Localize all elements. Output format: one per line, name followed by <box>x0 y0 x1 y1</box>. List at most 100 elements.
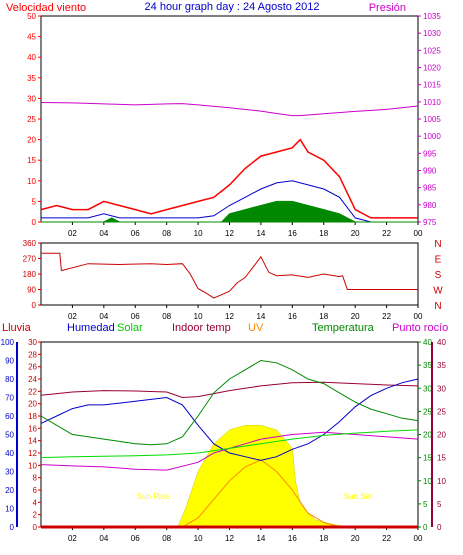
left-tick-label: 270 <box>23 255 37 264</box>
right-tick-label: 980 <box>423 201 437 210</box>
rain-tick-label: 12 <box>28 449 37 458</box>
x-tick-label: 08 <box>162 312 171 321</box>
humidity-tick-label: 80 <box>5 375 14 384</box>
x-tick-label: 00 <box>414 229 423 238</box>
x-tick-label: 12 <box>225 534 234 543</box>
compass-label: N <box>434 239 441 250</box>
series-gust <box>40 138 418 219</box>
humidity-tick-label: 100 <box>1 338 15 347</box>
right-tick-label: 1025 <box>423 46 441 55</box>
humidity-tick-label: 20 <box>5 486 14 495</box>
left-tick-label: 0 <box>32 218 37 227</box>
x-tick-label: 02 <box>68 229 77 238</box>
right-tick-label: 1030 <box>423 29 441 38</box>
temp-tick-label: 10 <box>423 477 432 486</box>
pressure-right-ticks: 975 980 985 990 995 1000 1005 1010 1015 1020 1025 1… <box>418 12 441 227</box>
x-tick-label: 20 <box>351 534 360 543</box>
secondary-tick-label: 0 <box>437 523 442 532</box>
left-tick-label: 40 <box>27 53 36 62</box>
secondary-tick-label: 25 <box>437 407 446 416</box>
x-tick-label: 18 <box>319 229 328 238</box>
humidity-tick-label: 70 <box>5 394 14 403</box>
left-tick-label: 360 <box>23 239 37 248</box>
rain-tick-label: 28 <box>28 350 37 359</box>
x-tick-label: 10 <box>194 312 203 321</box>
x-tick-label: 10 <box>194 229 203 238</box>
chart-title: 24 hour graph day : 24 Agosto 2012 <box>145 1 320 13</box>
x-tick-label: 02 <box>68 534 77 543</box>
right-tick-label: 985 <box>423 184 437 193</box>
humidity-tick-label: 90 <box>5 357 14 366</box>
temp-tick-label: 25 <box>423 407 432 416</box>
secondary-tick-label: 30 <box>437 384 446 393</box>
x-tick-label: 22 <box>382 229 391 238</box>
series-temperature <box>40 359 419 446</box>
x-tick-label: 12 <box>225 229 234 238</box>
rain-tick-label: 4 <box>33 498 38 507</box>
secondary-tick-label: 40 <box>437 338 446 347</box>
wind-pressure-panel: Velocidad viento 24 hour graph day : 24 … <box>6 1 441 238</box>
series-speed <box>41 180 418 223</box>
rain-tick-label: 6 <box>33 486 38 495</box>
x-tick-label: 18 <box>319 534 328 543</box>
compass-label: E <box>435 255 442 266</box>
x-tick-label: 16 <box>288 312 297 321</box>
right-tick-label: 1010 <box>423 98 441 107</box>
secondary-tick-label: 10 <box>437 477 446 486</box>
left-tick-label: 0 <box>32 301 37 310</box>
rain-tick-label: 0 <box>33 523 38 532</box>
weather-panel: Lluvia Humedad Solar Indoor temp UV Temp… <box>1 322 449 543</box>
humidity-tick-label: 0 <box>10 523 15 532</box>
temp-tick-label: 15 <box>423 454 432 463</box>
rain-tick-label: 22 <box>28 387 37 396</box>
legend-temperature: Temperatura <box>312 322 375 334</box>
x-tick-label: 04 <box>99 229 108 238</box>
right-tick-label: 1000 <box>423 132 441 141</box>
wind-x-ticks: 02 04 06 08 10 12 14 16 18 20 22 00 <box>68 222 423 238</box>
x-tick-label: 04 <box>99 534 108 543</box>
left-tick-label: 10 <box>27 177 36 186</box>
legend-indoor-temp: Indoor temp <box>172 322 231 334</box>
left-tick-label: 15 <box>27 156 36 165</box>
x-tick-label: 18 <box>319 312 328 321</box>
x-tick-label: 10 <box>194 534 203 543</box>
x-tick-label: 06 <box>131 229 140 238</box>
rain-tick-label: 16 <box>28 424 37 433</box>
x-tick-label: 02 <box>68 312 77 321</box>
left-tick-label: 90 <box>27 286 36 295</box>
x-tick-label: 06 <box>131 312 140 321</box>
legend-humidity: Humedad <box>67 322 115 334</box>
right-tick-label: 1005 <box>423 115 441 124</box>
direction-left-ticks: 0 90 180 270 360 <box>23 239 41 310</box>
x-tick-label: 08 <box>162 534 171 543</box>
humidity-tick-label: 60 <box>5 412 14 421</box>
compass-label: N <box>434 301 441 312</box>
rain-tick-label: 24 <box>28 375 37 384</box>
weather-series <box>40 359 419 529</box>
direction-x-ticks: 02 04 06 08 10 12 14 16 18 20 22 00 <box>68 305 423 321</box>
sun-annotations: Sun Rise Sun Set <box>137 492 373 514</box>
secondary-tick-label: 15 <box>437 454 446 463</box>
temp-tick-label: 35 <box>423 361 432 370</box>
rain-tick-label: 30 <box>28 338 37 347</box>
left-tick-label: 30 <box>27 94 36 103</box>
secondary-tick-label: 20 <box>437 431 446 440</box>
humidity-tick-label: 50 <box>5 431 14 440</box>
humidity-tick-label: 30 <box>5 468 14 477</box>
humidity-axis-ticks: 0 10 20 30 40 50 60 70 80 90 100 <box>1 338 18 532</box>
compass-label: S <box>435 270 442 281</box>
secondary-temp-axis-ticks: 0 5 10 15 20 25 30 35 40 <box>431 338 446 532</box>
x-tick-label: 16 <box>288 229 297 238</box>
direction-series <box>41 252 418 299</box>
rain-tick-label: 2 <box>33 511 38 520</box>
pressure-label: Presión <box>369 2 406 14</box>
right-tick-label: 995 <box>423 149 437 158</box>
x-tick-label: 00 <box>414 534 423 543</box>
rain-tick-label: 8 <box>33 474 38 483</box>
weather-legend: Lluvia Humedad Solar Indoor temp UV Temp… <box>2 322 448 334</box>
temp-tick-label: 30 <box>423 384 432 393</box>
legend-rain: Lluvia <box>2 322 32 334</box>
